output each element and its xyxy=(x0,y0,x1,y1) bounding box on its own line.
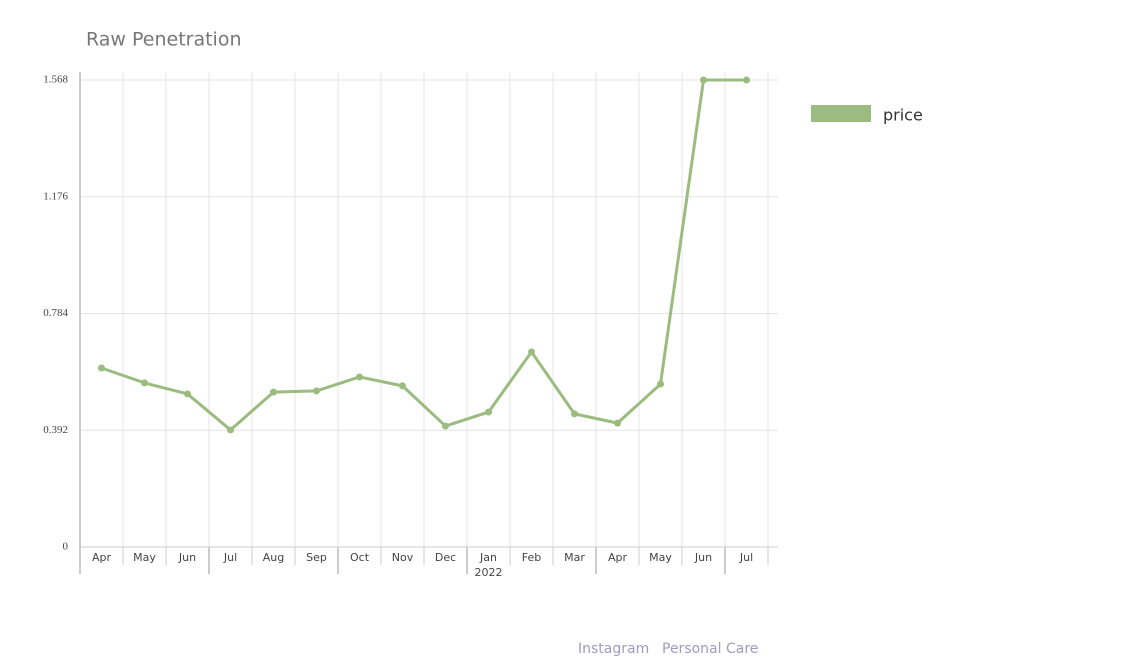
point xyxy=(743,76,750,84)
x-tick-label: Apr xyxy=(608,551,628,564)
x-tick-label: Jun xyxy=(694,551,712,564)
point xyxy=(270,388,277,396)
point xyxy=(485,408,492,416)
point xyxy=(528,348,535,356)
x-tick-label: May xyxy=(133,551,156,564)
y-tick-label: 0.784 xyxy=(43,307,68,319)
point xyxy=(571,410,578,418)
x-tick-label: Jun xyxy=(178,551,196,564)
x-tick-label: Dec xyxy=(435,551,456,564)
x-tick-label: Apr xyxy=(92,551,112,564)
point xyxy=(700,76,707,84)
footer-link[interactable]: Instagram xyxy=(578,641,649,657)
point xyxy=(657,380,664,388)
x-tick-label: Feb xyxy=(522,551,541,564)
point xyxy=(313,387,320,395)
point xyxy=(442,422,449,430)
x-tick-label: Jan xyxy=(479,551,497,564)
line xyxy=(101,78,747,432)
point xyxy=(614,419,621,427)
x-tick-label: Mar xyxy=(564,551,585,564)
x-tick-label: Oct xyxy=(350,551,370,564)
x-tick-label: Jul xyxy=(223,551,237,564)
y-tick-label: 0 xyxy=(63,541,69,553)
x-tick-label: Aug xyxy=(263,551,284,564)
chart-title: Raw Penetration xyxy=(86,29,242,51)
x-tick-label: Jul xyxy=(739,551,753,564)
legend-swatch xyxy=(811,105,871,122)
y-tick-label: 1.568 xyxy=(43,74,68,86)
point xyxy=(98,364,105,372)
footer-link[interactable]: Personal Care xyxy=(662,641,758,657)
point xyxy=(356,373,363,381)
point xyxy=(141,379,148,387)
point xyxy=(184,390,191,398)
x-tick-label: May xyxy=(649,551,672,564)
x-year-label: 2022 xyxy=(475,566,503,579)
y-tick-label: 0.392 xyxy=(43,424,68,436)
point xyxy=(399,382,406,390)
x-tick-label: Nov xyxy=(392,551,414,564)
y-tick-label: 1.176 xyxy=(43,190,68,202)
point xyxy=(227,426,234,434)
x-tick-label: Sep xyxy=(306,551,327,564)
legend-label: price xyxy=(883,106,923,125)
